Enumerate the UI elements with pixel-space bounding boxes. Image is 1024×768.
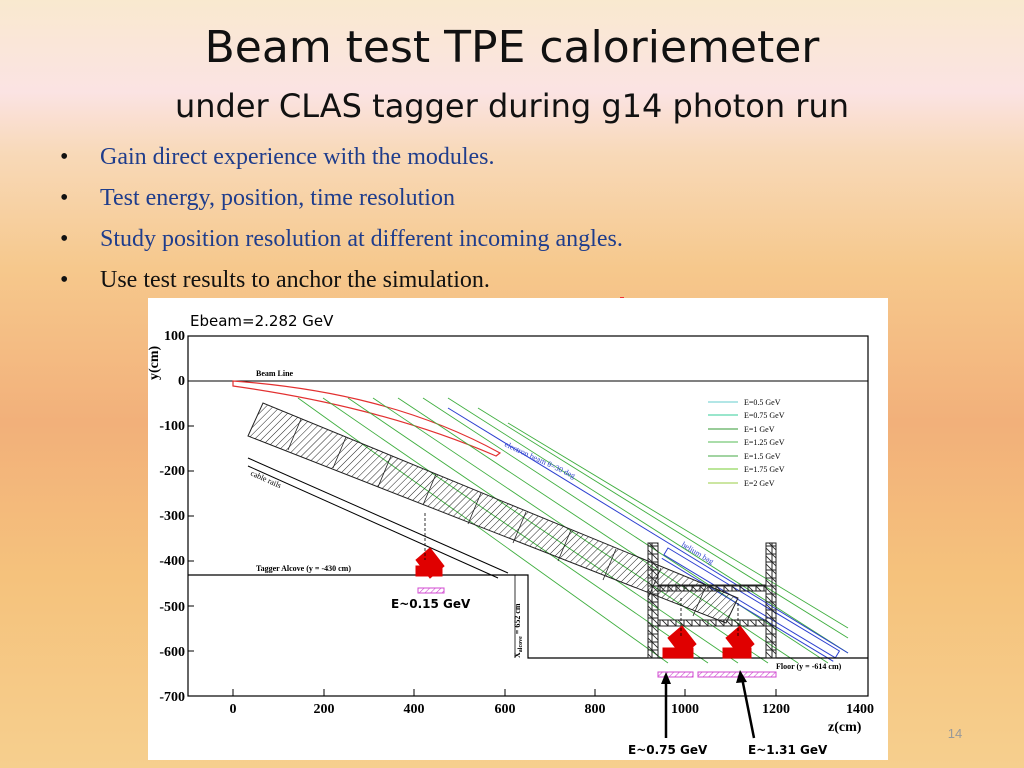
detector-module — [415, 547, 445, 579]
beam-envelope — [232, 380, 502, 457]
x-tick-label: 800 — [585, 702, 606, 717]
beam-line-label: Beam Line — [256, 369, 294, 378]
bullet-text: Test energy, position, time resolution — [100, 185, 455, 211]
callout-label: E~0.75 GeV — [628, 743, 708, 757]
tagger-hodoscope — [247, 402, 739, 624]
y-tick-label: -600 — [159, 645, 185, 660]
helium-bag — [661, 547, 841, 662]
diagram-svg: Ebeam=2.282 GeV y(cm) 100 0 -100 -200 -3… — [148, 312, 874, 757]
y-tick-label: -300 — [159, 509, 185, 524]
magenta-marker — [657, 671, 694, 678]
bullet-dot: • — [60, 144, 69, 170]
detector-module — [722, 625, 755, 659]
bullet-item: • Study position resolution at different … — [60, 220, 623, 261]
bullet-dot: • — [60, 226, 69, 252]
floor-label: Floor (y = -614 cm) — [776, 662, 842, 671]
x-tick-label: 1000 — [671, 702, 699, 717]
detector-module — [662, 625, 697, 659]
y-tick-label: -400 — [159, 554, 185, 569]
legend: E=0.5 GeV E=0.75 GeV E=1 GeV E=1.25 GeV … — [708, 398, 785, 488]
bullet-dot: • — [60, 267, 69, 293]
legend-entry: E=1.5 GeV — [744, 452, 781, 461]
stand-beam-mid — [657, 619, 767, 627]
cable-rail — [247, 457, 509, 574]
x-tick-label: 0 — [230, 702, 237, 717]
stand-post-left — [647, 542, 659, 659]
bullet-item: • Gain direct experience with the modules… — [60, 138, 623, 179]
page-number: 14 — [947, 726, 963, 741]
x-tick-label: 1400 — [846, 702, 874, 717]
legend-entry: E=1 GeV — [744, 425, 775, 434]
callout-arrow — [740, 677, 756, 739]
bullet-text: Use test results to anchor the simulatio… — [100, 267, 490, 293]
legend-entry: E=2 GeV — [744, 479, 775, 488]
y-tick-label: -500 — [159, 600, 185, 615]
y-tick-label: -200 — [159, 464, 185, 479]
beam-test-diagram: Ebeam=2.282 GeV y(cm) 100 0 -100 -200 -3… — [148, 298, 888, 760]
y-axis-label: y(cm) — [148, 345, 162, 380]
x-tick-label: 1200 — [762, 702, 790, 717]
slide-title: Beam test TPE caloriemeter — [204, 22, 820, 73]
beam-energy-label: Ebeam=2.282 GeV — [190, 312, 334, 330]
x-tick-label: 600 — [495, 702, 516, 717]
bullet-text: Study position resolution at different i… — [100, 226, 623, 252]
alcove-floor — [188, 574, 868, 659]
y-tick-label: 100 — [164, 329, 185, 344]
x-tick-label: 200 — [314, 702, 335, 717]
legend-entry: E=0.75 GeV — [744, 411, 785, 420]
alcove-dimension-label: Xalcove= 652 cm — [513, 603, 524, 658]
stand-post-right — [765, 542, 777, 659]
bullet-dot: • — [60, 185, 69, 211]
x-axis-label: z(cm) — [828, 720, 862, 735]
y-tick-label: -700 — [159, 690, 185, 705]
callout-label: E~0.15 GeV — [391, 597, 471, 611]
slide-subtitle: under CLAS tagger during g14 photon run — [174, 87, 850, 125]
magenta-marker — [417, 587, 445, 594]
electron-beam-line — [447, 407, 849, 654]
cable-rail — [247, 465, 499, 579]
y-tick-label: 0 — [178, 374, 185, 389]
bullet-item: • Use test results to anchor the simulati… — [60, 261, 623, 302]
bullet-item: • Test energy, position, time resolution — [60, 179, 623, 220]
x-tick-label: 400 — [404, 702, 425, 717]
cable-rails-label: cable rails — [249, 469, 282, 491]
magenta-marker — [697, 671, 777, 678]
bullet-list: • Gain direct experience with the modules… — [60, 138, 623, 302]
tagger-alcove-label: Tagger Alcove (y = -430 cm) — [256, 564, 351, 573]
callout-label: E~1.31 GeV — [748, 743, 828, 757]
y-tick-label: -100 — [159, 419, 185, 434]
legend-entry: E=1.25 GeV — [744, 438, 785, 447]
bullet-text: Gain direct experience with the modules. — [100, 144, 495, 170]
stand-beam-top — [657, 584, 767, 592]
legend-entry: E=1.75 GeV — [744, 465, 785, 474]
legend-entry: E=0.5 GeV — [744, 398, 781, 407]
